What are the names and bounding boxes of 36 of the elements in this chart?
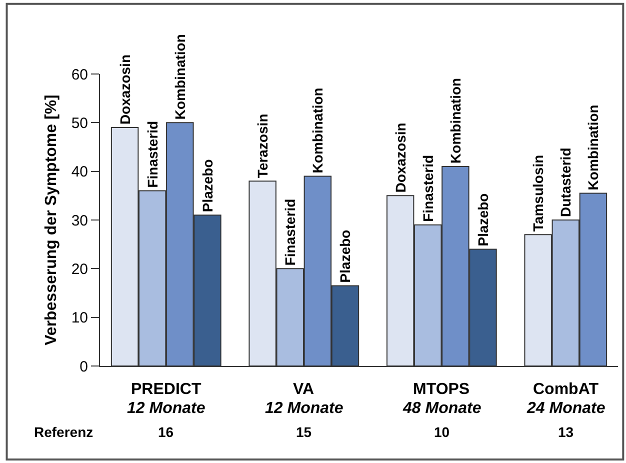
y-tick-label: 30	[71, 212, 88, 230]
x-tick-label: Kombination	[447, 78, 464, 164]
y-tick-label: 10	[71, 310, 88, 327]
y-tick-label: 20	[71, 260, 88, 278]
x-tick-label: Terazosin	[254, 114, 271, 178]
text: 15	[296, 424, 312, 440]
text: 12 Monate	[265, 400, 344, 417]
y-tick-label: 0	[80, 358, 88, 376]
text: 16	[158, 424, 174, 440]
text: Referenz	[34, 424, 94, 440]
text: 13	[558, 424, 574, 440]
y-tick-label: 40	[71, 164, 88, 181]
x-tick-label: Plazebo	[199, 159, 216, 212]
text: MTOPS	[413, 381, 470, 398]
x-tick-label: Kombination	[310, 88, 326, 174]
text: CombAT	[533, 381, 599, 398]
x-tick-label: Doxazosin	[392, 122, 408, 193]
y-tick-label: 50	[71, 114, 88, 132]
x-tick-label: Finasterid	[420, 154, 436, 222]
text: 10	[434, 424, 450, 440]
text: 24 Monate	[526, 400, 606, 417]
x-tick-label: Tamsulosin	[530, 154, 546, 232]
x-tick-label: Finasterid	[282, 198, 298, 266]
x-tick-label: Plazebo	[474, 193, 491, 246]
y-tick-label: 60	[71, 66, 88, 84]
x-tick-label: Plazebo	[337, 230, 354, 283]
x-tick-label: Kombination	[585, 104, 602, 190]
y-axis-title: Verbesserung der Symptome [%]	[43, 94, 60, 346]
text: PREDICT	[131, 381, 202, 398]
x-tick-label: Kombination	[172, 34, 188, 120]
x-tick-label: Doxazosin	[116, 54, 133, 125]
x-tick-label: Dutasterid	[558, 148, 574, 217]
text: 48 Monate	[402, 400, 482, 417]
text: 12 Monate	[127, 400, 206, 417]
text: VA	[293, 381, 314, 398]
x-tick-label: Finasterid	[144, 120, 160, 188]
